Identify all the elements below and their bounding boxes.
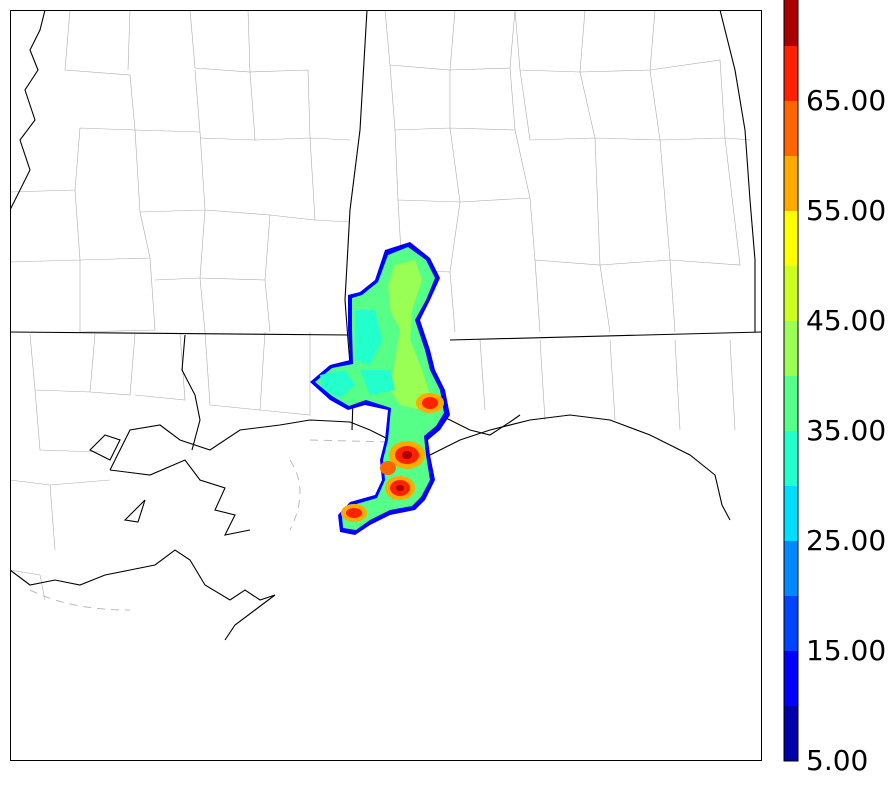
colorbar-segment <box>784 321 798 376</box>
barrier-islands <box>29 439 391 611</box>
colorbar-segment <box>784 156 798 211</box>
colorbar-frame <box>783 0 799 762</box>
colorbar-segment <box>784 596 798 651</box>
tick-label-5: 5.00 <box>806 744 869 777</box>
colorbar-segment <box>784 706 798 761</box>
colorbar-segment <box>784 376 798 431</box>
colorbar-segment <box>784 0 798 46</box>
colorbar-segment <box>784 46 798 101</box>
county-boundaries <box>10 10 751 601</box>
colorbar-segment <box>784 266 798 321</box>
colorbar-segment <box>784 101 798 156</box>
tick-label-25: 25.00 <box>806 524 887 557</box>
colorbar-segment <box>784 651 798 706</box>
colorbar <box>783 0 799 762</box>
tick-label-35: 35.00 <box>806 414 887 447</box>
map-border <box>10 10 762 761</box>
tick-label-65: 65.00 <box>806 84 887 117</box>
colorbar-segment <box>784 541 798 596</box>
tick-label-55: 55.00 <box>806 194 887 227</box>
reflectivity-field <box>310 242 450 535</box>
colorbar-segment <box>784 486 798 541</box>
map-panel <box>10 10 762 761</box>
tick-label-45: 45.00 <box>806 304 887 337</box>
tick-label-15: 15.00 <box>806 634 887 667</box>
colorbar-segment <box>784 211 798 266</box>
colorbar-segment <box>784 431 798 486</box>
